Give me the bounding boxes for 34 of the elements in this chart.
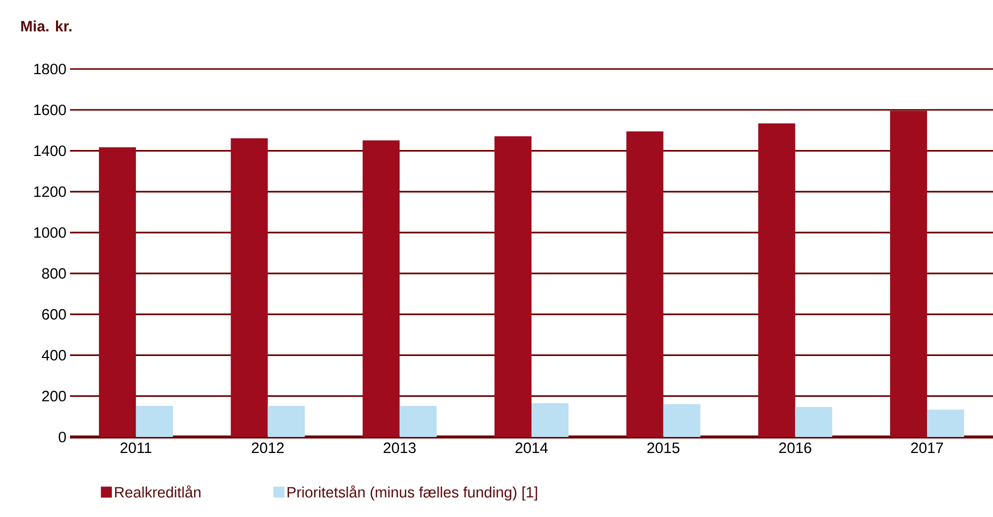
y-tick-label: 1400 <box>34 145 66 156</box>
x-tick-label: 2015 <box>647 442 680 454</box>
bar <box>663 404 700 437</box>
x-tick-label: 2011 <box>120 442 152 454</box>
bar <box>927 410 964 437</box>
bar <box>758 123 796 437</box>
bar <box>890 110 928 437</box>
bar <box>98 147 136 437</box>
bar <box>268 406 305 437</box>
x-tick-label: 2017 <box>911 442 943 454</box>
y-tick-label: 0 <box>58 432 66 442</box>
legend-label: Prioritetslån (minus fælles funding) [1] <box>288 485 538 501</box>
y-tick-label: 1600 <box>34 104 66 116</box>
x-tick-label: 2012 <box>252 442 284 454</box>
bar <box>532 403 568 437</box>
bar <box>795 406 832 437</box>
y-tick-label: 1200 <box>34 186 66 197</box>
x-tick-label: 2014 <box>516 442 548 454</box>
y-tick-label: 1000 <box>34 227 66 238</box>
y-tick-label: 600 <box>42 309 66 320</box>
legend-label: Realkreditlån <box>115 485 200 498</box>
bar <box>494 136 532 437</box>
bar <box>136 406 173 437</box>
y-tick-label: 1800 <box>34 64 66 74</box>
bar <box>230 138 268 437</box>
bar <box>362 140 400 437</box>
bar <box>626 131 664 437</box>
y-axis-title: Mia. kr. <box>21 20 72 32</box>
x-tick-label: 2013 <box>384 442 416 454</box>
y-tick-label: 400 <box>42 350 66 361</box>
y-tick-label: 800 <box>42 268 66 279</box>
bar <box>400 406 437 437</box>
y-tick-label: 200 <box>42 390 66 402</box>
x-tick-label: 2016 <box>779 442 812 454</box>
